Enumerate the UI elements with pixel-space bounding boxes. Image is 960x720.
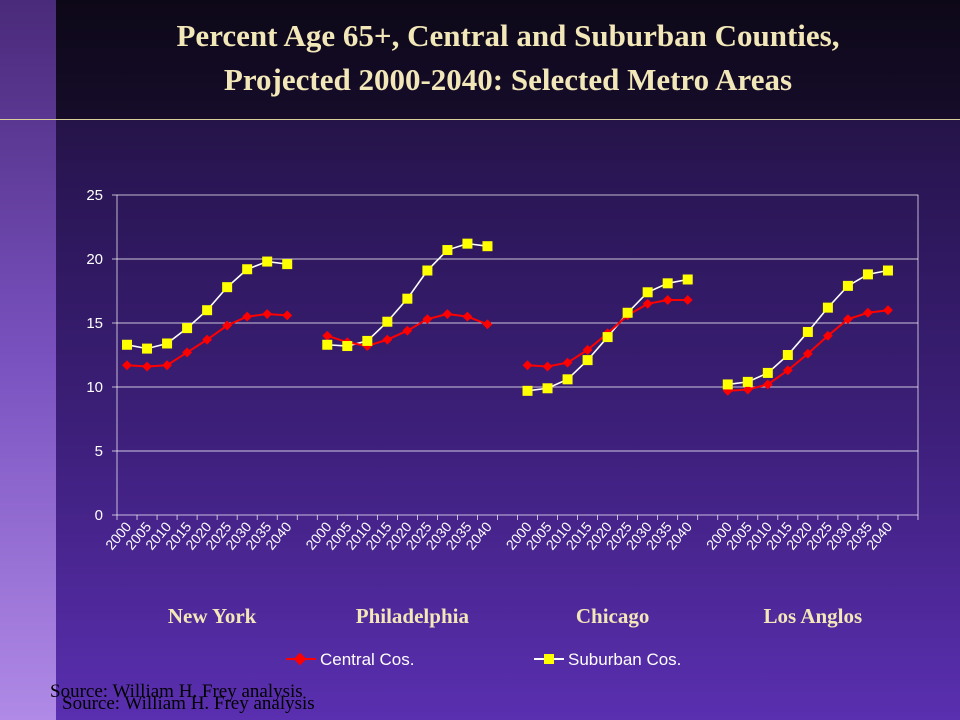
central-point <box>762 379 773 390</box>
suburban-point <box>322 339 333 350</box>
suburban-point <box>482 241 493 252</box>
central-point <box>462 311 473 322</box>
legend: Central Cos. Suburban Cos. <box>286 650 681 669</box>
title-divider <box>0 119 960 120</box>
central-point <box>542 361 553 372</box>
central-point <box>442 309 453 319</box>
suburban-point <box>162 338 173 349</box>
central-point <box>122 360 132 371</box>
legend-central-label: Central Cos. <box>320 650 414 669</box>
suburban-point <box>222 282 233 293</box>
central-point <box>842 314 853 325</box>
suburban-point <box>462 238 473 249</box>
source-note-duplicate: Source: William H. Frey analysis <box>62 693 315 714</box>
suburban-point <box>202 305 213 316</box>
central-point <box>582 344 593 355</box>
suburban-point <box>842 280 853 291</box>
title-band <box>56 0 960 120</box>
y-tick-label: 0 <box>95 507 103 524</box>
suburban-point <box>402 293 413 304</box>
gridlines <box>117 258 918 452</box>
central-point <box>522 360 533 371</box>
central-point <box>422 314 433 325</box>
suburban-point <box>782 350 793 360</box>
suburban-point <box>442 245 453 256</box>
central-point <box>482 319 493 330</box>
suburban-point <box>802 326 813 337</box>
central-point <box>682 295 693 305</box>
group-label: Los Anglos <box>764 604 863 628</box>
legend-central-marker <box>293 652 307 666</box>
central-point <box>322 330 333 341</box>
suburban-point <box>642 287 653 298</box>
series-layer <box>122 238 893 396</box>
legend-suburban-label: Suburban Cos. <box>568 650 681 669</box>
suburban-point <box>762 367 773 378</box>
source-note: Source: William H. Frey analysis <box>50 681 303 702</box>
suburban-point <box>382 316 393 327</box>
central-point <box>782 365 793 376</box>
suburban-point <box>362 335 373 346</box>
central-point <box>862 307 873 318</box>
central-point <box>883 305 893 316</box>
suburban-point <box>822 302 833 313</box>
y-tick-label: 20 <box>86 251 103 268</box>
suburban-point <box>522 385 533 396</box>
y-axis-ticks: 0 5 10 15 20 25 <box>86 187 117 524</box>
central-point <box>742 384 753 395</box>
plot-frame <box>116 194 919 516</box>
central-point <box>262 309 273 319</box>
group-label: New York <box>168 604 257 628</box>
left-accent-bar <box>0 0 56 720</box>
central-point <box>182 347 193 358</box>
y-tick-label: 10 <box>86 379 103 396</box>
central-point <box>642 298 653 309</box>
suburban-point <box>742 376 753 387</box>
slide-title-line-2: Projected 2000-2040: Selected Metro Area… <box>223 62 793 97</box>
suburban-point <box>542 383 553 394</box>
central-point <box>242 311 253 322</box>
suburban-point <box>262 256 273 267</box>
suburban-point <box>622 307 633 318</box>
suburban-point <box>282 259 293 270</box>
group-label: Chicago <box>576 604 650 628</box>
suburban-point <box>122 339 133 350</box>
suburban-point <box>182 323 193 334</box>
suburban-point <box>582 355 593 366</box>
suburban-point <box>682 274 693 285</box>
central-point <box>662 295 673 305</box>
central-point <box>162 360 173 371</box>
group-label: Philadelphia <box>356 604 470 628</box>
y-tick-label: 15 <box>86 315 103 332</box>
suburban-point <box>562 374 573 385</box>
suburban-point <box>862 269 873 280</box>
suburban-point <box>422 265 433 276</box>
central-point <box>402 325 413 336</box>
suburban-point <box>142 343 153 354</box>
y-tick-label: 5 <box>95 443 103 460</box>
central-point <box>802 348 813 359</box>
central-point <box>382 334 393 345</box>
central-point <box>222 320 233 331</box>
legend-suburban-marker <box>544 654 554 664</box>
suburban-point <box>882 265 893 276</box>
group-labels: New York Philadelphia Chicago Los Anglos <box>168 604 862 628</box>
suburban-point <box>722 379 733 390</box>
central-point <box>822 330 833 341</box>
suburban-point <box>662 278 673 289</box>
slide-title-line-1: Percent Age 65+, Central and Suburban Co… <box>176 18 840 53</box>
central-point <box>202 334 213 345</box>
suburban-point <box>602 332 613 343</box>
suburban-point <box>242 264 253 275</box>
central-point <box>142 361 152 372</box>
y-tick-label: 25 <box>86 187 103 204</box>
central-point <box>282 310 293 321</box>
central-point <box>562 357 573 368</box>
suburban-point <box>342 341 353 352</box>
